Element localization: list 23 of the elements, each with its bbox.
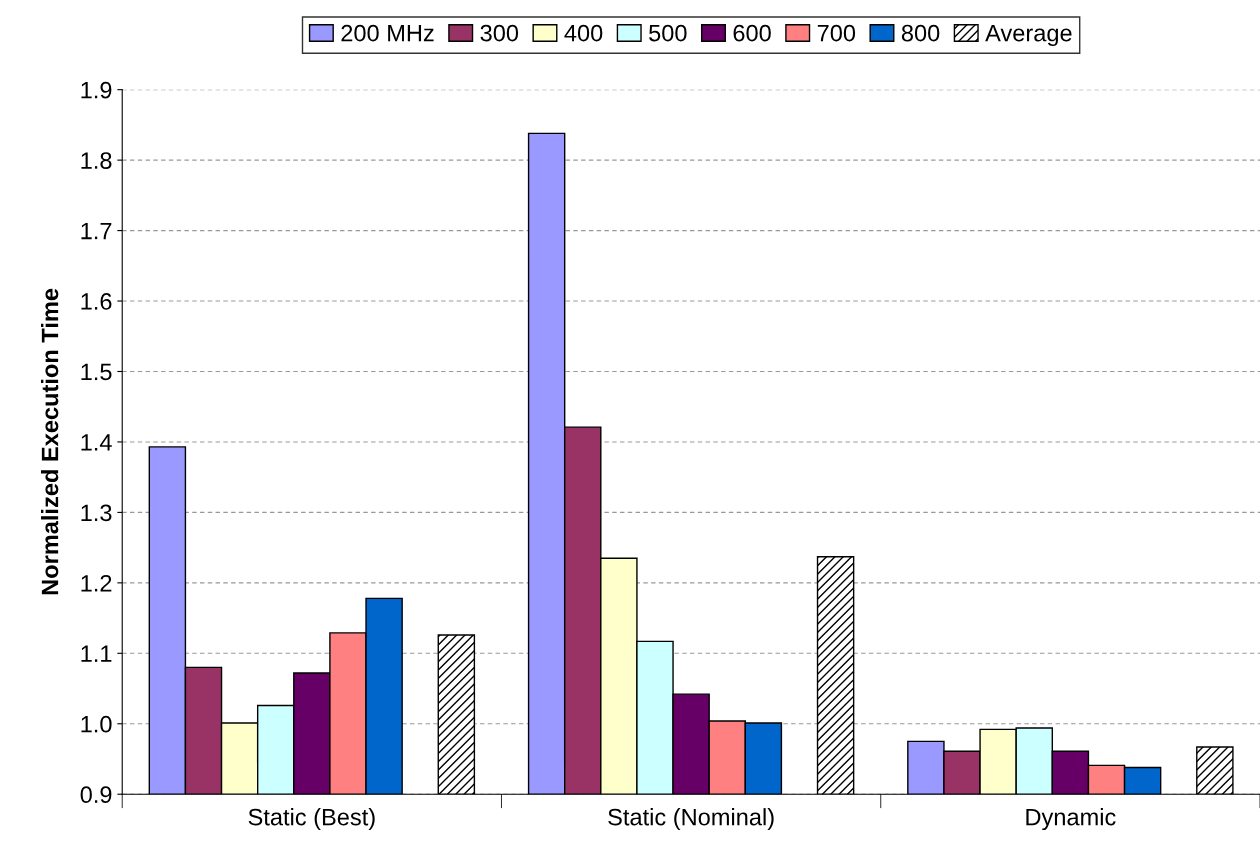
y-tick-label: 1.0 <box>81 715 112 733</box>
legend-label: 600 <box>733 24 771 42</box>
legend-label: Average <box>985 24 1072 47</box>
legend-label: 700 <box>817 24 856 42</box>
legend-label: 500 <box>649 24 687 42</box>
x-tick-label: Dynamic <box>1026 808 1116 831</box>
x-tick-label: Static (Nominal) <box>608 808 774 831</box>
y-tick-label: 1.7 <box>81 222 112 240</box>
y-axis-title: Normalized Execution Time <box>41 288 59 595</box>
y-tick-label: 1.5 <box>81 363 112 381</box>
x-tick-label: Static (Best) <box>248 808 375 831</box>
y-tick-label: 1.2 <box>81 574 112 592</box>
legend-label: 800 <box>901 24 940 42</box>
legend-label: 200 MHz <box>341 24 434 42</box>
legend-label: 300 <box>480 24 519 42</box>
legend-label: 400 <box>564 24 603 42</box>
y-tick-label: 1.6 <box>81 293 112 310</box>
y-tick-label: 1.3 <box>81 504 112 522</box>
y-tick-label: 1.8 <box>81 152 112 169</box>
y-tick-label: 1.9 <box>81 81 112 99</box>
y-tick-label: 0.9 <box>80 786 112 804</box>
y-tick-label: 1.4 <box>81 434 112 451</box>
y-tick-label: 1.1 <box>81 645 112 662</box>
